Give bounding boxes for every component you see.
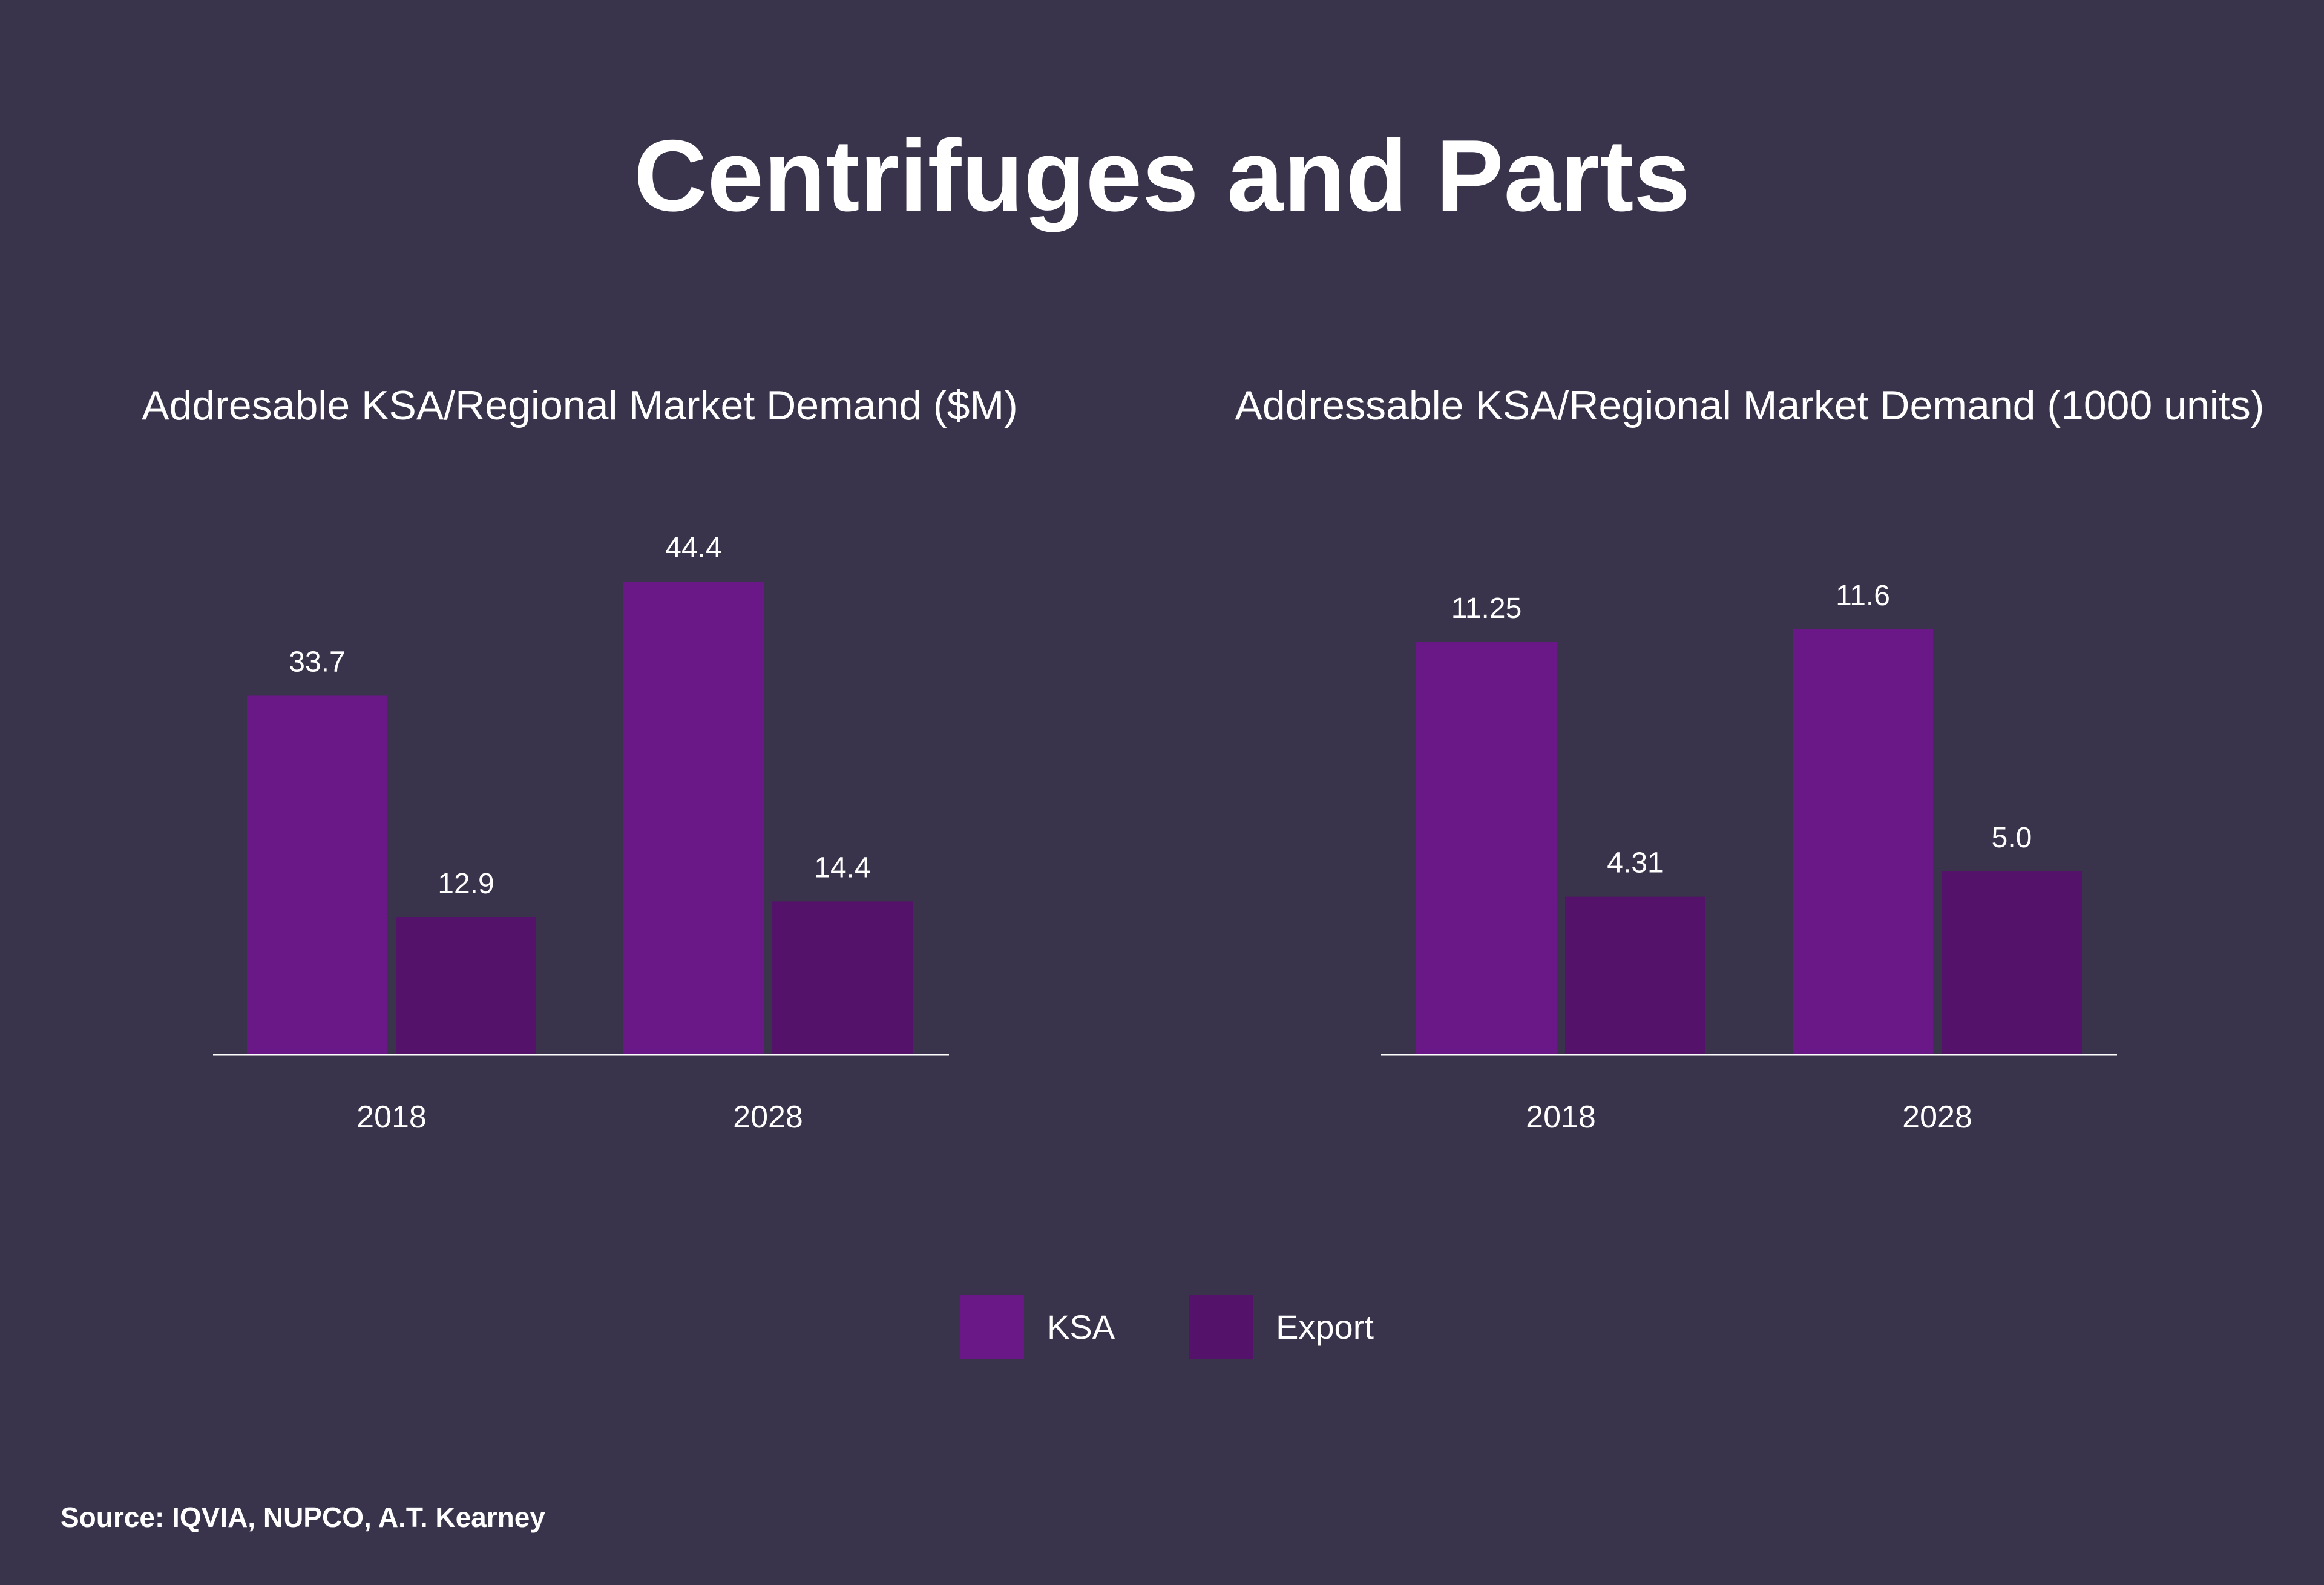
data-label-export-2018: 4.31 [1607, 847, 1663, 879]
data-label-ksa-2028: 44.4 [665, 532, 721, 564]
legend-swatch-ksa [960, 1295, 1024, 1359]
chart-0: 33.7 44.4 12.9 14.4 2018 2028 [213, 532, 949, 1135]
legend-label-ksa: KSA [1047, 1307, 1115, 1346]
data-label-export-2028: 5.0 [1992, 822, 2032, 854]
source-note: Source: IQVIA, NUPCO, A.T. Kearney [61, 1501, 545, 1533]
x-tick-label-2018: 2018 [1526, 1100, 1596, 1135]
x-tick-label-2018: 2018 [356, 1100, 427, 1135]
data-label-ksa-2018: 33.7 [289, 646, 345, 678]
legend-item-export: Export [1189, 1295, 1374, 1359]
legend: KSA Export [960, 1294, 1448, 1359]
data-label-export-2028: 14.4 [814, 852, 870, 884]
chart-title-dollars: Addresable KSA/Regional Market Demand ($… [142, 382, 1018, 428]
bar-export-2018 [1565, 896, 1705, 1055]
bar-ksa-2028 [1793, 629, 1933, 1055]
legend-label-export: Export [1276, 1307, 1374, 1346]
bar-ksa-2018 [1416, 642, 1557, 1055]
bar-export-2028 [772, 901, 913, 1055]
x-tick-label-2028: 2028 [733, 1100, 803, 1135]
data-label-export-2018: 12.9 [438, 868, 494, 900]
bar-ksa-2028 [623, 582, 764, 1055]
data-label-ksa-2028: 11.6 [1836, 580, 1890, 612]
legend-swatch-export [1189, 1295, 1253, 1359]
bar-ksa-2018 [247, 695, 387, 1055]
data-label-ksa-2018: 11.25 [1451, 592, 1522, 625]
page-title: Centrifuges and Parts [634, 119, 1690, 232]
chart-1: 11.25 11.6 4.31 5.0 2018 2028 [1381, 580, 2117, 1135]
chart-title-units: Addressable KSA/Regional Market Demand (… [1235, 382, 2265, 428]
bar-export-2028 [1942, 871, 2082, 1055]
legend-item-ksa: KSA [960, 1295, 1115, 1359]
bar-export-2018 [396, 917, 536, 1055]
x-tick-label-2028: 2028 [1902, 1100, 1972, 1135]
